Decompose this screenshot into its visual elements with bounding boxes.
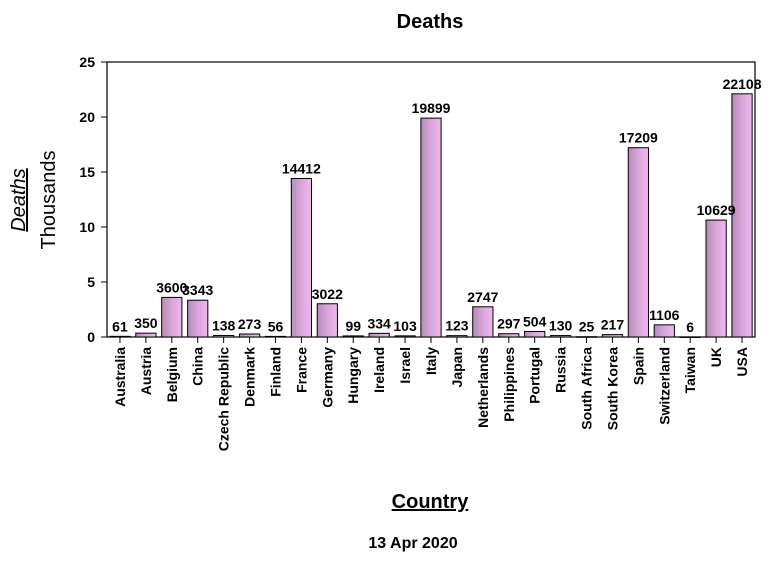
y-axis-label: Deaths Thousands <box>8 151 60 250</box>
data-label: 25 <box>579 319 595 335</box>
bar-netherlands <box>472 306 494 338</box>
y-tick-label: 0 <box>87 329 95 345</box>
x-tick-label: USA <box>734 347 750 377</box>
chart-date: 13 Apr 2020 <box>368 535 457 552</box>
bar-czech-republic <box>213 334 235 338</box>
x-tick-label: Russia <box>553 347 569 393</box>
bar-italy <box>420 117 442 338</box>
x-tick-label: South Africa <box>579 347 595 430</box>
bar-japan <box>446 335 468 338</box>
x-tick-label: France <box>293 347 309 393</box>
data-label: 56 <box>268 318 284 334</box>
bars <box>109 93 753 338</box>
x-tick-label: Philippines <box>501 347 517 422</box>
x-tick-label: Finland <box>267 347 283 397</box>
bar-china <box>187 299 209 338</box>
bar-philippines <box>498 333 520 338</box>
y-tick-label: 15 <box>79 164 95 180</box>
data-label: 22108 <box>723 76 762 92</box>
bar-finland <box>264 335 287 338</box>
y-axis-ticks: 0 5 10 15 20 25 <box>79 54 107 345</box>
data-label: 350 <box>134 315 158 331</box>
bar-ireland <box>368 332 390 338</box>
bar-portugal <box>524 330 546 338</box>
bar-uk <box>705 219 727 338</box>
data-label: 297 <box>497 316 521 332</box>
x-tick-label: Spain <box>630 347 646 385</box>
y-tick-label: 20 <box>79 109 95 125</box>
x-tick-label: UK <box>708 347 724 367</box>
data-label: 6 <box>686 319 694 335</box>
data-label: 103 <box>393 318 417 334</box>
x-tick-label: China <box>190 347 206 386</box>
data-label: 17209 <box>619 130 658 146</box>
data-label: 10629 <box>697 202 736 218</box>
data-label: 334 <box>367 315 391 331</box>
bar-belgium <box>161 296 183 338</box>
bar-denmark <box>238 333 261 338</box>
x-tick-label: South Korea <box>604 347 620 430</box>
data-label: 3343 <box>182 282 213 298</box>
data-label: 130 <box>549 318 573 334</box>
data-label: 1106 <box>649 307 680 323</box>
x-tick-label: Switzerland <box>656 347 672 425</box>
bar-germany <box>316 303 338 338</box>
data-label: 2747 <box>467 289 498 305</box>
bar-hungary <box>342 335 364 338</box>
x-tick-label: Austria <box>138 347 154 395</box>
x-tick-label: Belgium <box>164 347 180 402</box>
x-tick-label: Netherlands <box>475 347 491 428</box>
bar-austria <box>135 332 157 338</box>
x-tick-label: Italy <box>423 347 439 375</box>
bar-france <box>290 177 313 338</box>
bar-switzerland <box>653 324 675 338</box>
data-label: 3022 <box>312 286 343 302</box>
data-label: 138 <box>212 317 236 333</box>
x-tick-label: Portugal <box>527 347 543 404</box>
x-axis-title: Country <box>392 491 470 513</box>
x-tick-label: Denmark <box>242 347 258 407</box>
data-label: 217 <box>601 317 625 333</box>
x-axis-ticks: Australia Austria Belgium China Czech Republ… <box>112 337 750 451</box>
x-tick-label: Israel <box>397 347 413 384</box>
bar-israel <box>394 335 416 338</box>
x-tick-label: Taiwan <box>682 347 698 393</box>
data-label: 19899 <box>412 100 451 116</box>
x-tick-label: Germany <box>319 347 335 408</box>
x-tick-label: Japan <box>449 347 465 387</box>
y-axis-title: Deaths <box>8 168 30 231</box>
x-tick-label: Australia <box>112 347 128 407</box>
data-label: 123 <box>445 318 469 334</box>
data-label: 99 <box>345 318 361 334</box>
data-label: 273 <box>238 316 262 332</box>
data-label: 3600 <box>156 279 187 295</box>
data-label: 61 <box>112 318 128 334</box>
chart-title: Deaths <box>397 11 464 33</box>
x-tick-label: Czech Republic <box>216 347 232 451</box>
y-tick-label: 25 <box>79 54 95 70</box>
bar-russia <box>549 335 572 338</box>
bar-south-korea <box>601 334 624 338</box>
y-tick-label: 5 <box>87 274 95 290</box>
x-tick-label: Hungary <box>345 347 361 404</box>
y-tick-label: 10 <box>79 219 95 235</box>
data-label: 504 <box>523 313 547 329</box>
data-label: 14412 <box>282 160 321 176</box>
bar-spain <box>627 147 649 338</box>
y-axis-unit: Thousands <box>38 151 60 250</box>
x-tick-label: Ireland <box>371 347 387 393</box>
bar-australia <box>109 335 131 338</box>
